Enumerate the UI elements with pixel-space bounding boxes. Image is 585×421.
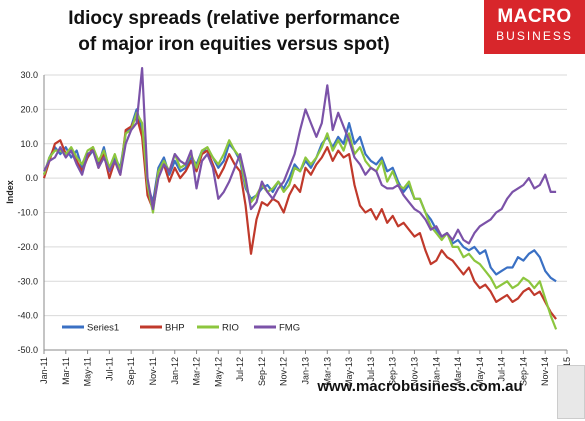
x-tick-label: Nov-11 — [148, 357, 158, 385]
x-tick-label: May-14 — [475, 357, 485, 387]
x-tick-label: Jul-11 — [104, 357, 114, 381]
legend-label-rio: RIO — [222, 323, 239, 334]
series-line-rio — [42, 111, 558, 330]
chart-title: Idiocy spreads (relative performance of … — [14, 6, 454, 58]
x-tick-label: Jan-12 — [170, 357, 180, 385]
legend-label-bhp: BHP — [165, 323, 185, 334]
y-axis: 30.0 20.0 10.0 0.0 -10.0 -20.0 -30.0 -40.0 -50.0 — [17, 70, 45, 355]
x-tick-label: Jul-12 — [235, 357, 245, 382]
x-axis: Jan-11 Mar-11 May-11 Jul-11 Sep-11 Nov-11 Jan-… — [39, 349, 572, 387]
x-tick-label: Nov-14 — [540, 357, 550, 386]
x-tick-label: Jul-14 — [497, 357, 507, 382]
legend: Series1 BHP RIO FMG — [62, 323, 300, 334]
x-tick-label: Sep-13 — [388, 357, 398, 386]
y-tick-label: -30.0 — [17, 276, 38, 286]
footer-url[interactable]: www.macrobusiness.com.au — [317, 378, 523, 395]
x-tick-label: May-11 — [83, 357, 93, 386]
y-tick-label: -10.0 — [17, 208, 38, 218]
y-tick-label: 30.0 — [20, 70, 38, 80]
series-line-bhp — [42, 115, 557, 320]
x-tick-label: Jan-11 — [39, 357, 49, 384]
y-tick-label: -20.0 — [17, 242, 38, 252]
x-tick-label: Jan-14 — [431, 357, 441, 385]
chart-title-line2: of major iron equities versus spot) — [78, 34, 390, 55]
series-line-fmg — [43, 67, 557, 245]
y-axis-label: Index — [5, 180, 15, 204]
x-tick-label: Sep-11 — [126, 357, 136, 385]
y-tick-label: 20.0 — [20, 104, 38, 114]
chart-title-line1: Idiocy spreads (relative performance — [68, 8, 400, 29]
logo-line2: BUSINESS — [496, 29, 573, 43]
y-tick-label: -50.0 — [17, 345, 38, 355]
y-tick-label: 10.0 — [20, 139, 38, 149]
legend-label-series1: Series1 — [87, 323, 119, 334]
x-tick-label: Sep-14 — [518, 357, 528, 386]
legend-label-fmg: FMG — [279, 323, 300, 334]
x-tick-label: Mar-14 — [453, 357, 463, 386]
logo-line1: MACRO — [497, 6, 572, 27]
x-tick-label: Mar-11 — [61, 357, 71, 385]
gridlines — [44, 74, 567, 351]
x-tick-label: Nov-13 — [409, 357, 419, 386]
x-tick-label: May-13 — [344, 357, 354, 387]
wolf-mascot-icon — [557, 365, 585, 419]
x-tick-label: Jul-13 — [366, 357, 376, 382]
x-tick-label: Mar-13 — [322, 357, 332, 386]
x-tick-label: Mar-12 — [192, 357, 202, 386]
y-tick-label: -40.0 — [17, 311, 38, 321]
x-tick-label: Nov-12 — [279, 357, 289, 386]
y-tick-label: 0.0 — [25, 173, 38, 183]
series-line-series1 — [42, 108, 557, 283]
x-tick-label: May-12 — [213, 357, 223, 387]
series-lines — [42, 67, 558, 330]
macrobusiness-logo: MACRO BUSINESS — [484, 0, 585, 54]
x-tick-label: Sep-12 — [257, 357, 267, 386]
x-tick-label: Jan-13 — [301, 357, 311, 385]
